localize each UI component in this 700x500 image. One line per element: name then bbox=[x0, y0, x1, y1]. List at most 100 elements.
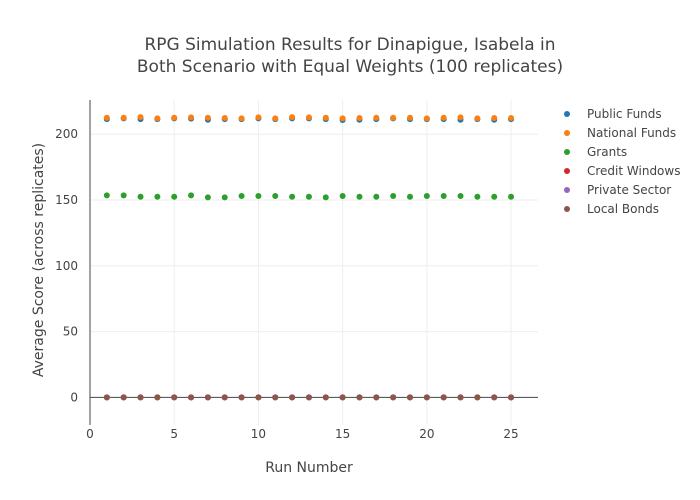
x-tick-label: 15 bbox=[335, 427, 350, 441]
data-point bbox=[154, 115, 161, 122]
data-point bbox=[289, 193, 296, 200]
data-point bbox=[120, 192, 127, 199]
legend-item: National Funds bbox=[564, 126, 676, 140]
data-point bbox=[373, 114, 380, 121]
data-point bbox=[272, 115, 279, 122]
data-point bbox=[221, 194, 228, 201]
axes bbox=[89, 100, 538, 425]
data-point bbox=[137, 394, 144, 401]
data-point bbox=[491, 115, 498, 122]
data-point bbox=[457, 114, 464, 121]
legend-marker bbox=[564, 149, 570, 155]
data-point bbox=[238, 193, 245, 200]
x-tick-label: 25 bbox=[503, 427, 518, 441]
chart-title-line-1: RPG Simulation Results for Dinapigue, Is… bbox=[144, 35, 555, 55]
data-point bbox=[474, 394, 481, 401]
data-point bbox=[188, 394, 195, 401]
x-tick-label: 0 bbox=[86, 427, 94, 441]
data-point bbox=[457, 193, 464, 200]
x-tick-label: 10 bbox=[251, 427, 266, 441]
x-axis-title: Run Number bbox=[265, 460, 353, 476]
data-point bbox=[407, 193, 413, 200]
data-point bbox=[154, 394, 161, 401]
chart-title-line-2: Both Scenario with Equal Weights (100 re… bbox=[137, 57, 563, 77]
data-point bbox=[120, 114, 127, 121]
data-point bbox=[120, 394, 127, 401]
data-point bbox=[154, 193, 161, 200]
legend-item: Public Funds bbox=[564, 107, 662, 121]
data-point bbox=[272, 193, 279, 200]
legend-marker bbox=[564, 187, 570, 193]
legend-label: Credit Windows bbox=[587, 164, 680, 178]
data-point bbox=[407, 394, 413, 401]
data-point bbox=[255, 193, 262, 200]
data-point bbox=[508, 394, 515, 401]
data-point bbox=[188, 192, 195, 199]
series-grants bbox=[103, 192, 515, 201]
data-point bbox=[103, 394, 110, 401]
data-point bbox=[289, 114, 296, 121]
y-axis-title: Average Score (across replicates) bbox=[31, 143, 47, 377]
data-point bbox=[474, 115, 481, 122]
data-point bbox=[238, 115, 245, 122]
data-point bbox=[356, 115, 363, 122]
series-national-funds bbox=[103, 114, 515, 122]
legend-marker bbox=[564, 206, 570, 212]
data-point bbox=[423, 193, 430, 200]
data-point bbox=[390, 114, 397, 121]
data-point bbox=[171, 193, 178, 200]
legend-item: Credit Windows bbox=[564, 164, 680, 178]
y-tick-label: 50 bbox=[63, 325, 78, 339]
y-tick-label: 200 bbox=[55, 127, 78, 141]
data-point bbox=[171, 394, 178, 401]
legend-item: Grants bbox=[564, 145, 627, 159]
data-point bbox=[491, 193, 498, 200]
data-point bbox=[322, 394, 329, 401]
data-point bbox=[322, 114, 329, 121]
legend-item: Private Sector bbox=[564, 183, 671, 197]
tick-labels: 0 5 10 15 20 25 0 50 100 150 200 bbox=[55, 127, 519, 441]
y-tick-label: 150 bbox=[55, 193, 78, 207]
data-point bbox=[188, 114, 195, 121]
data-point bbox=[103, 114, 110, 121]
data-point bbox=[221, 394, 228, 401]
legend-label: Grants bbox=[587, 145, 627, 159]
data-point bbox=[440, 114, 447, 121]
data-point bbox=[305, 114, 312, 121]
chart-title: RPG Simulation Results for Dinapigue, Is… bbox=[137, 35, 563, 77]
y-tick-label: 0 bbox=[70, 390, 78, 404]
data-point bbox=[390, 394, 397, 401]
legend-item: Local Bonds bbox=[564, 202, 659, 216]
data-point bbox=[171, 114, 178, 121]
data-point bbox=[373, 193, 380, 200]
data-point bbox=[238, 394, 245, 401]
gridlines bbox=[90, 100, 538, 425]
data-point bbox=[322, 194, 329, 201]
data-point bbox=[440, 394, 447, 401]
legend-marker bbox=[564, 168, 570, 174]
data-point bbox=[289, 394, 296, 401]
data-point bbox=[508, 193, 515, 200]
data-points bbox=[103, 114, 515, 401]
legend-label: National Funds bbox=[587, 126, 676, 140]
data-point bbox=[356, 394, 363, 401]
data-point bbox=[103, 192, 110, 199]
legend-marker bbox=[564, 130, 570, 136]
data-point bbox=[137, 114, 144, 121]
legend: Public Funds National Funds Grants Credit W… bbox=[564, 107, 680, 216]
data-point bbox=[423, 115, 430, 122]
data-point bbox=[440, 193, 447, 200]
data-point bbox=[204, 114, 211, 121]
data-point bbox=[423, 394, 430, 401]
x-tick-label: 5 bbox=[170, 427, 178, 441]
data-point bbox=[305, 193, 312, 200]
data-point bbox=[204, 394, 211, 401]
legend-label: Private Sector bbox=[587, 183, 671, 197]
series-local-bonds bbox=[103, 394, 515, 401]
data-point bbox=[204, 194, 211, 201]
data-point bbox=[356, 193, 363, 200]
data-point bbox=[137, 193, 144, 200]
data-point bbox=[491, 394, 498, 401]
data-point bbox=[457, 394, 464, 401]
